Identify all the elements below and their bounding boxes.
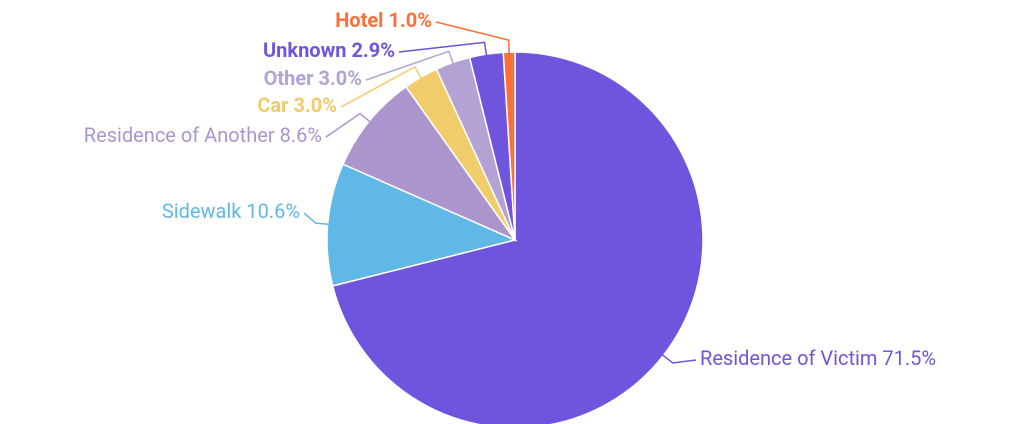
slice-label-value: 8.6% <box>280 123 322 147</box>
slice-label: Unknown 2.9% <box>263 38 395 62</box>
slice-label-name: Residence of Victim <box>700 346 877 370</box>
slice-label: Residence of Another 8.6% <box>84 123 322 147</box>
slice-label: Sidewalk 10.6% <box>162 199 300 223</box>
slice-label-name: Unknown <box>263 38 346 62</box>
slice-label-value: 71.5% <box>882 346 936 370</box>
slice-label-value: 1.0% <box>388 8 432 32</box>
slice-label: Residence of Victim 71.5% <box>700 346 936 370</box>
slice-label-name: Residence of Another <box>84 123 275 147</box>
slice-label-name: Car <box>257 93 289 117</box>
slice-label: Other 3.0% <box>264 66 362 90</box>
leader-line <box>303 212 330 226</box>
slice-label-name: Hotel <box>335 8 383 32</box>
leader-line <box>340 65 423 108</box>
leader-line <box>661 353 697 364</box>
leader-line <box>365 50 455 81</box>
slice-label: Car 3.0% <box>257 93 337 117</box>
slice-label-value: 3.0% <box>318 66 362 90</box>
leader-line <box>435 21 510 55</box>
slice-label-name: Other <box>264 66 315 90</box>
slice-label: Hotel 1.0% <box>335 8 432 32</box>
leader-line <box>398 41 488 57</box>
slice-label-value: 10.6% <box>246 199 300 223</box>
slice-label-value: 2.9% <box>351 38 395 62</box>
slice-label-name: Sidewalk <box>162 199 242 223</box>
slice-label-value: 3.0% <box>293 93 337 117</box>
leader-line <box>325 112 372 138</box>
